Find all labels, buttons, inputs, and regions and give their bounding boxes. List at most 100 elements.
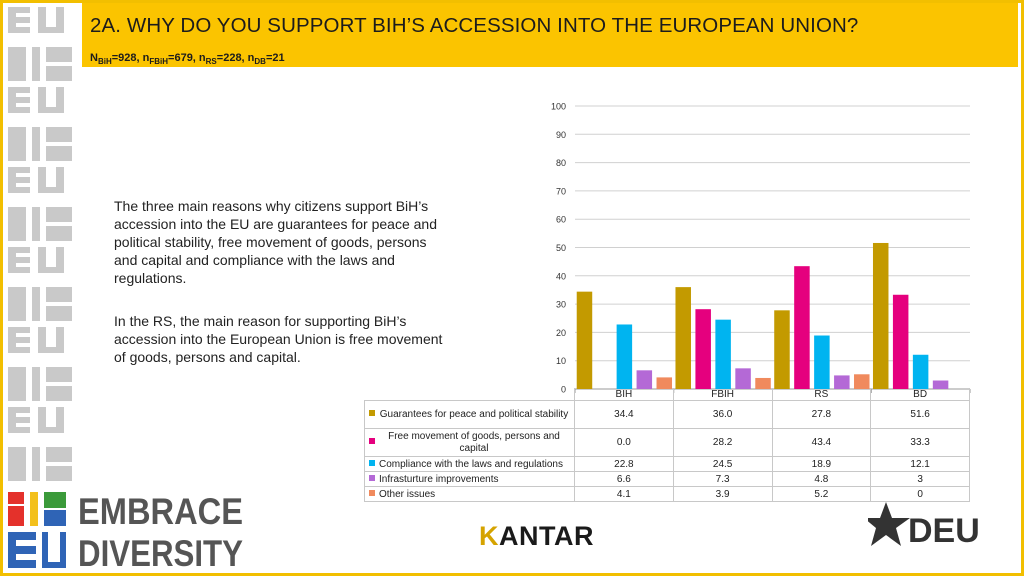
pattern-block [46, 226, 72, 241]
title-bar: 2A. WHY DO YOU SUPPORT BIH’S ACCESSION I… [82, 3, 1018, 67]
y-tick-label: 10 [556, 356, 566, 366]
pattern-block [32, 47, 40, 81]
table-col-bd: BD [870, 388, 970, 401]
y-tick-label: 40 [556, 271, 566, 281]
summary-paragraph-1: The three main reasons why citizens supp… [114, 198, 437, 286]
pattern-block [38, 167, 46, 193]
legend-swatch [369, 410, 375, 417]
pattern-block [8, 407, 30, 413]
summary-paragraph-2: In the RS, the main reason for supportin… [114, 313, 443, 365]
pattern-block [46, 386, 72, 401]
pattern-block [38, 107, 64, 113]
pattern-block [8, 127, 26, 161]
pattern-block [46, 207, 72, 222]
pattern-block [8, 167, 16, 193]
bar [774, 310, 790, 389]
pattern-block [8, 417, 30, 423]
table-col-bih: BIH [574, 388, 674, 401]
pattern-block [8, 17, 30, 23]
table-cell: 36.0 [672, 400, 773, 429]
legend-swatch [369, 489, 375, 496]
pattern-block [8, 447, 26, 481]
pattern-block [8, 107, 30, 113]
pattern-block [32, 287, 40, 321]
pattern-block [8, 247, 16, 273]
y-tick-label: 0 [561, 385, 566, 395]
bar [794, 266, 810, 389]
table-cell: 28.2 [672, 428, 773, 457]
pattern-block [8, 327, 16, 353]
legend-entry: Compliance with the laws and regulations [364, 456, 575, 472]
legend-swatch [369, 438, 375, 445]
pattern-block [56, 7, 64, 33]
pattern-block [38, 407, 46, 433]
legend-swatch [369, 474, 375, 481]
pattern-block [56, 407, 64, 433]
table-cell: 6.6 [574, 471, 674, 487]
table-cell: 0.0 [574, 428, 674, 457]
y-tick-label: 60 [556, 215, 566, 225]
pattern-block [38, 27, 64, 33]
table-cell: 7.3 [672, 471, 773, 487]
bar [892, 294, 909, 389]
y-tick-label: 30 [556, 300, 566, 310]
table-cell: 51.6 [870, 400, 970, 429]
pattern-block [46, 466, 72, 481]
pattern-block [8, 427, 30, 433]
pattern-block [38, 87, 46, 113]
data-table: BIH FBIH RS BD Guarantees for peace and … [364, 388, 970, 502]
pattern-block [56, 327, 64, 353]
bar [695, 309, 711, 389]
pattern-block [46, 47, 72, 62]
bar [735, 368, 751, 389]
table-row: Other issues 4.1 3.9 5.2 0 [364, 486, 970, 502]
pattern-block [8, 167, 30, 173]
table-row: Infrasturture improvements 6.6 7.3 4.8 3 [364, 471, 970, 487]
bar [834, 375, 850, 389]
n-bih: NBiH=928, [90, 52, 143, 66]
pattern-block [8, 267, 30, 273]
pattern-block [8, 97, 30, 103]
bar [932, 380, 949, 389]
table-row: Compliance with the laws and regulations… [364, 456, 970, 472]
pattern-block [38, 427, 64, 433]
table-cell: 4.8 [771, 471, 872, 487]
pattern-block [32, 207, 40, 241]
pattern-block [46, 447, 72, 462]
table-row: Guarantees for peace and political stabi… [364, 400, 970, 429]
legend-entry: Other issues [364, 486, 575, 502]
legend-entry: Guarantees for peace and political stabi… [364, 400, 575, 429]
pattern-block [32, 447, 40, 481]
table-cell: 12.1 [870, 456, 970, 472]
n-fbih: nFBiH=679, [142, 52, 199, 66]
pattern-block [8, 7, 30, 13]
embrace-text: EMBRACE [78, 491, 243, 532]
pattern-block [8, 407, 16, 433]
pattern-block [32, 127, 40, 161]
pattern-block [56, 247, 64, 273]
pattern-block [8, 327, 30, 333]
pattern-block [8, 87, 30, 93]
pattern-block [38, 247, 46, 273]
pattern-block [38, 187, 64, 193]
pattern-block [46, 367, 72, 382]
pattern-block [8, 177, 30, 183]
table-cell: 43.4 [771, 428, 872, 457]
n-db: nDB=21 [247, 52, 285, 66]
table-cell: 34.4 [574, 400, 674, 429]
kantar-logo: KANTAR [479, 521, 594, 551]
y-tick-label: 50 [556, 243, 566, 253]
pattern-block [38, 7, 46, 33]
bih-eu-pattern [8, 7, 72, 481]
y-tick-label: 80 [556, 158, 566, 168]
pattern-block [8, 187, 30, 193]
table-cell: 33.3 [870, 428, 970, 457]
table-row: Free movement of goods, persons and capi… [364, 428, 970, 457]
embrace-diversity-logo: EMBRACE DIVERSITY [8, 491, 243, 572]
sample-sizes: NBiH=928, nFBiH=679, nRS=228, nDB=21 [90, 52, 285, 66]
pattern-block [8, 7, 16, 33]
pattern-block [8, 247, 30, 253]
legend-entry: Infrasturture improvements [364, 471, 575, 487]
table-cell: 27.8 [771, 400, 872, 429]
